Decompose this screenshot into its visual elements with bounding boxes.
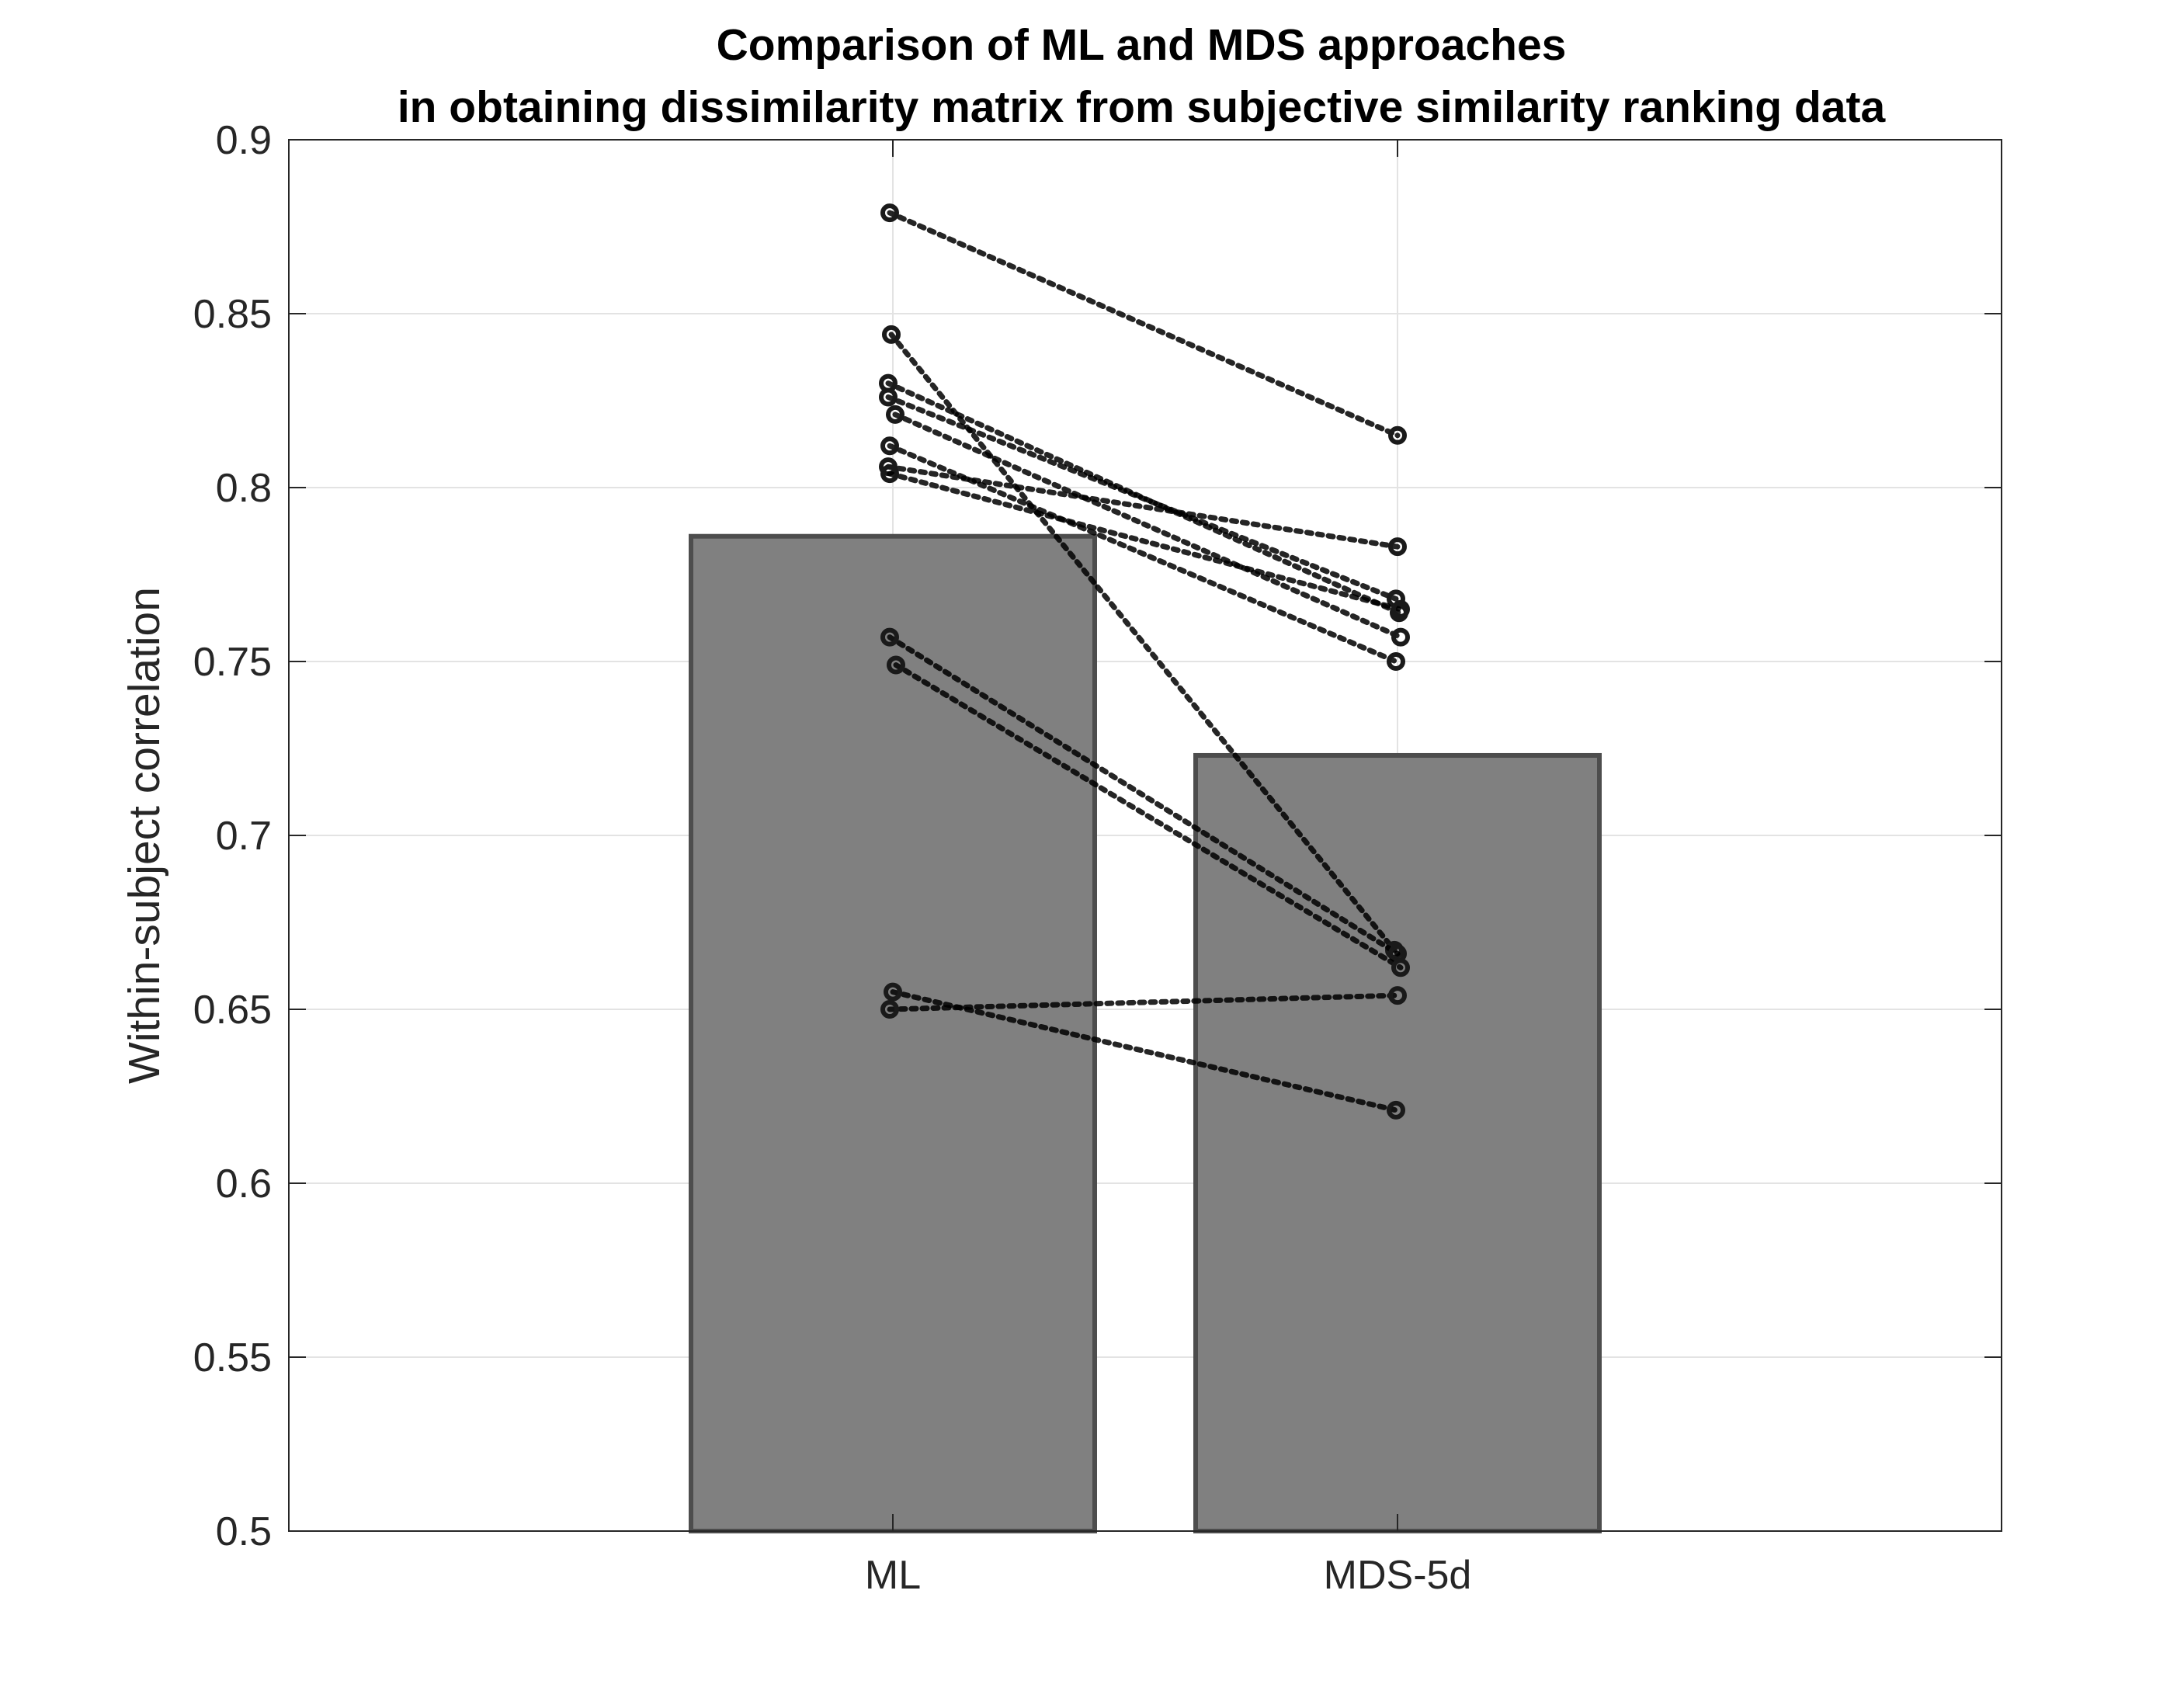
subject-point-ml	[884, 982, 902, 1002]
tick-labels: 0.5 0.55 0.6 0.65 0.7 0.75 0.8 0.85 0.9 ML MDS-5d	[193, 118, 1472, 1598]
subject-line	[888, 332, 1398, 953]
subject-point-mds5d	[1387, 652, 1405, 671]
subject-point-ml	[880, 464, 899, 484]
subject-line	[887, 471, 1404, 613]
subject-point-ml	[886, 405, 905, 424]
subject-point-ml	[880, 203, 899, 223]
y-tick-label: 0.55	[193, 1335, 272, 1380]
subject-point-mds5d	[1391, 958, 1410, 977]
subject-point-ml	[882, 325, 901, 344]
subject-point-mds5d	[1388, 425, 1407, 445]
x-tick-label: ML	[865, 1553, 921, 1598]
y-tick-label: 0.7	[216, 814, 272, 859]
bar-ml	[689, 533, 1097, 1533]
y-tick-label: 0.6	[216, 1162, 272, 1207]
subject-line	[885, 394, 1399, 602]
subject-line	[892, 411, 1404, 641]
subject-line	[885, 464, 1401, 550]
y-tick-label: 0.8	[216, 466, 272, 511]
y-tick-label: 0.9	[216, 118, 272, 163]
subject-line	[887, 634, 1401, 957]
subject-point-mds5d	[1388, 986, 1407, 1005]
subject-point-mds5d	[1391, 599, 1410, 619]
subject-line	[887, 210, 1401, 439]
subject-line	[887, 992, 1401, 1012]
y-tick-label: 0.75	[193, 640, 272, 685]
subject-line	[890, 989, 1399, 1113]
y-tick-label: 0.65	[193, 988, 272, 1033]
subject-point-ml	[880, 1000, 899, 1019]
x-tick-label: MDS-5d	[1324, 1553, 1472, 1598]
subject-point-ml	[887, 655, 905, 675]
subject-lines	[879, 203, 1410, 1120]
y-tick-label: 0.85	[193, 292, 272, 337]
subject-point-mds5d	[1387, 1100, 1405, 1120]
y-axis-label: Within-subject correlation	[120, 587, 169, 1084]
subject-point-mds5d	[1388, 537, 1407, 557]
subject-point-mds5d	[1391, 627, 1410, 647]
axes-box	[288, 139, 2002, 1532]
chart-subtitle: in obtaining dissimilarity matrix from s…	[398, 82, 1887, 132]
bar-mds-5d	[1193, 752, 1602, 1533]
chart-title: Comparison of ML and MDS approaches	[717, 20, 1567, 70]
y-tick-label: 0.5	[216, 1509, 272, 1554]
subject-point-ml	[880, 436, 899, 456]
subject-point-ml	[880, 627, 899, 647]
subject-point-ml	[879, 387, 898, 407]
subject-line	[893, 661, 1404, 971]
